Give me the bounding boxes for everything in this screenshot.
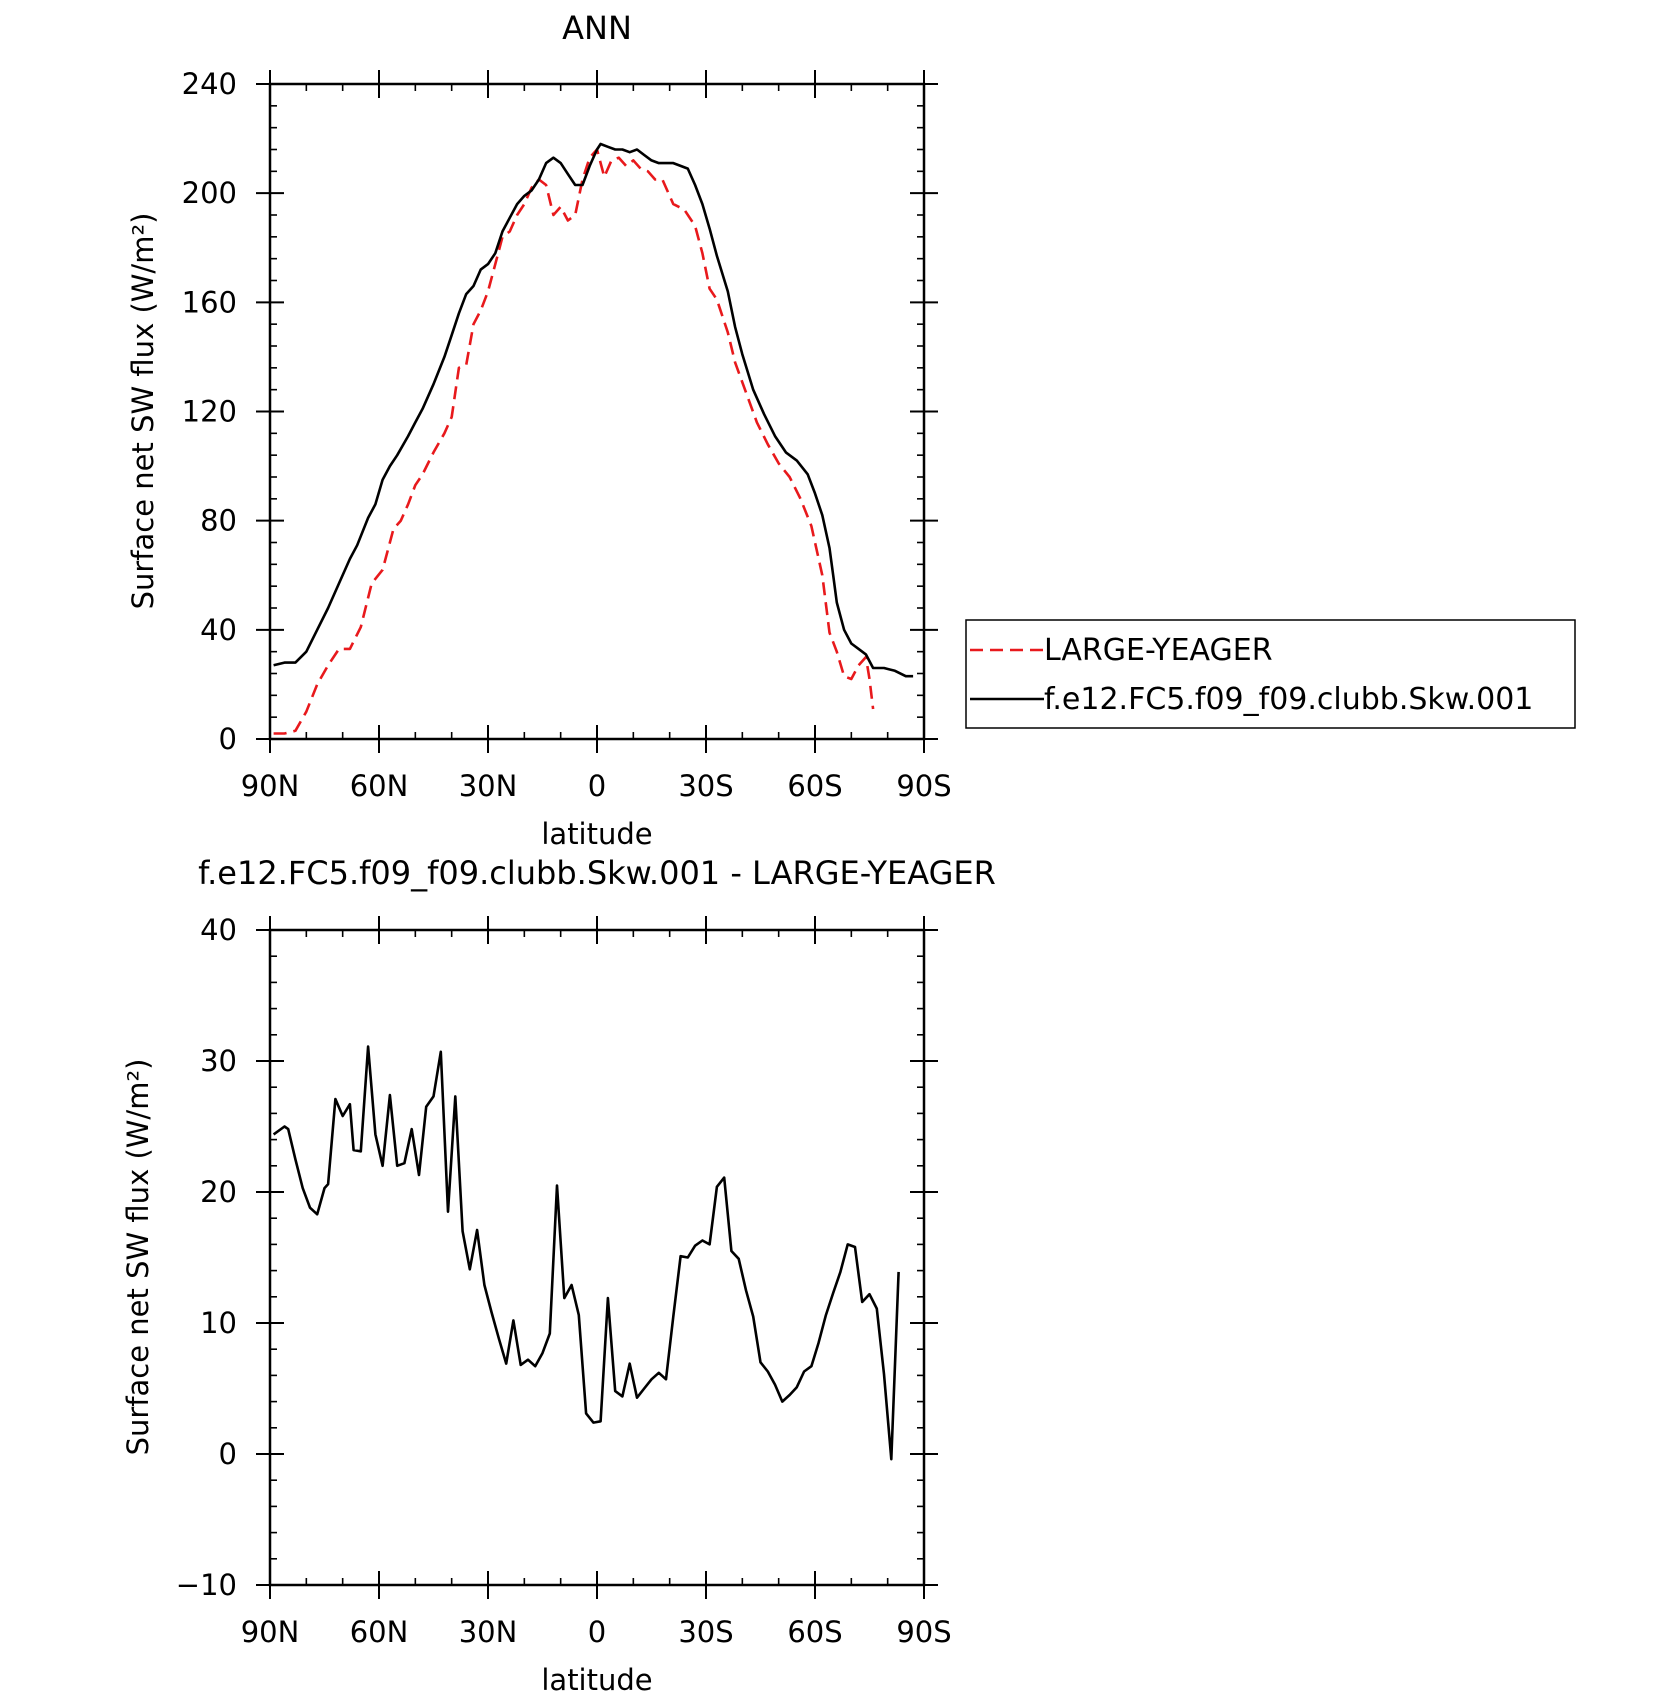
series-line-f-e12-fc5-f09-f09-clubb-skw-001 — [273, 142, 914, 678]
x-tick-label: 30S — [678, 1615, 733, 1649]
y-tick-label: −10 — [176, 1568, 237, 1602]
y-tick-label: 40 — [200, 913, 237, 947]
x-tick-label: 90N — [241, 769, 300, 803]
y-tick-label: 160 — [182, 285, 237, 319]
bottom-plot-title: f.e12.FC5.f09_f09.clubb.Skw.001 - LARGE-… — [198, 854, 996, 892]
y-tick-label: 0 — [219, 1437, 237, 1471]
legend-label-obs: LARGE-YEAGER — [1044, 633, 1273, 668]
x-tick-label: 0 — [588, 769, 606, 803]
x-tick-label: 0 — [588, 1615, 606, 1649]
x-tick-label: 90S — [896, 1615, 951, 1649]
top-plot-frame — [268, 82, 926, 741]
x-tick-label: 60N — [350, 769, 409, 803]
legend-box — [965, 619, 1576, 729]
x-tick-label: 60S — [787, 769, 842, 803]
bottom-y-axis-title: Surface net SW flux (W/m²) — [121, 1059, 155, 1456]
x-tick-label: 60S — [787, 1615, 842, 1649]
bottom-y-tick-labels: −10 0 10 20 30 40 — [176, 913, 237, 1602]
bottom-x-tick-labels: 90N 60N 30N 0 30S 60S 90S — [241, 1615, 952, 1649]
x-tick-label: 90S — [896, 769, 951, 803]
bottom-x-axis-title: latitude — [541, 1663, 652, 1697]
x-tick-label: 30N — [459, 769, 518, 803]
legend: LARGE-YEAGER f.e12.FC5.f09_f09.clubb.Skw… — [965, 619, 1576, 729]
top-series-lines — [273, 142, 914, 735]
y-tick-label: 120 — [182, 395, 237, 429]
x-tick-label: 90N — [241, 1615, 300, 1649]
top-y-axis-title: Surface net SW flux (W/m²) — [126, 213, 160, 610]
top-x-axis-title: latitude — [541, 817, 652, 851]
x-tick-label: 60N — [350, 1615, 409, 1649]
top-plot-title: ANN — [562, 9, 632, 47]
y-tick-label: 80 — [200, 504, 237, 538]
series-line-large-yeager — [273, 148, 875, 735]
bottom-ticks — [256, 916, 938, 1599]
y-tick-label: 30 — [200, 1044, 237, 1078]
bottom-series-lines — [272, 1045, 900, 1461]
legend-label-model: f.e12.FC5.f09_f09.clubb.Skw.001 — [1044, 682, 1533, 717]
x-tick-label: 30S — [678, 769, 733, 803]
bottom-plot-frame — [268, 928, 926, 1587]
top-x-tick-labels: 90N 60N 30N 0 30S 60S 90S — [241, 769, 952, 803]
series-line-difference — [272, 1045, 900, 1461]
y-tick-label: 0 — [219, 722, 237, 756]
y-tick-label: 10 — [200, 1306, 237, 1340]
top-y-tick-labels: 0 40 80 120 160 200 240 — [182, 67, 237, 756]
y-tick-label: 40 — [200, 613, 237, 647]
y-tick-label: 200 — [182, 176, 237, 210]
bottom-panel: f.e12.FC5.f09_f09.clubb.Skw.001 - LARGE-… — [121, 854, 996, 1697]
x-tick-label: 30N — [459, 1615, 518, 1649]
y-tick-label: 20 — [200, 1175, 237, 1209]
y-tick-label: 240 — [182, 67, 237, 101]
